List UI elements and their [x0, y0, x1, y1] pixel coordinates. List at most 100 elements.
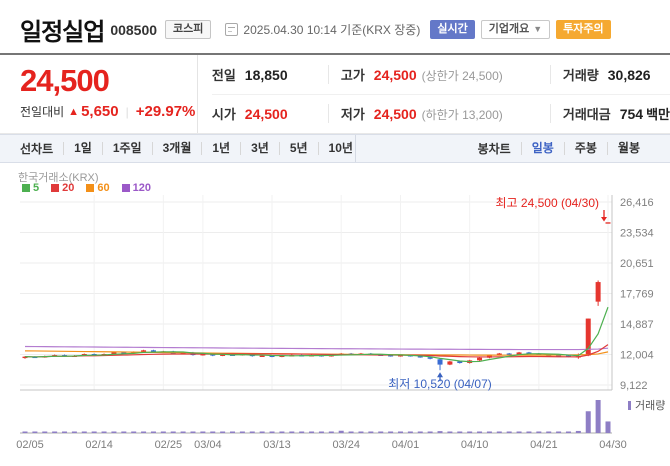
price-info-table: 전일 18,850 고가 24,500 (상한가 24,500) 거래량 30,… — [198, 55, 670, 133]
tab-1년[interactable]: 1년 — [201, 142, 240, 155]
ma-swatch-icon — [121, 184, 130, 192]
low-cell: 저가 24,500 (하한가 13,200) — [327, 104, 550, 124]
svg-text:03/04: 03/04 — [194, 439, 222, 451]
ma-legend-item-120: 120 — [121, 182, 151, 194]
stock-name: 일정실업 — [20, 19, 105, 46]
high-label: 고가 — [340, 67, 365, 83]
moving-average-lines — [24, 306, 609, 363]
tab-월봉[interactable]: 월봉 — [606, 142, 650, 155]
ma-swatch-icon — [22, 184, 30, 192]
candle-chart-group-label: 봉차트 — [477, 142, 511, 156]
svg-text:04/21: 04/21 — [530, 439, 558, 451]
ma-legend-label: 120 — [132, 182, 151, 194]
current-price-box: 24,500 전일대비 ▲ 5,650 | +29.97% — [0, 55, 198, 133]
chart-axes — [20, 195, 613, 434]
trade-value-unit: 백만 — [646, 107, 670, 123]
svg-text:14,887: 14,887 — [620, 319, 654, 331]
tab-3개월[interactable]: 3개월 — [151, 142, 202, 155]
axis-labels: 26,416 23,534 20,651 17,769 14,887 12,004 9,12… — [16, 197, 653, 451]
ma-legend-item-20: 20 — [51, 182, 74, 194]
svg-text:02/05: 02/05 — [16, 439, 44, 451]
tab-3년[interactable]: 3년 — [240, 142, 279, 155]
high-value: 24,500 — [373, 66, 417, 83]
moving-average-legend: 5 20 60 120 — [22, 182, 163, 194]
market-badge-kospi[interactable]: 코스피 — [165, 20, 212, 39]
change-label: 전일대비 — [20, 105, 65, 120]
svg-text:12,004: 12,004 — [620, 350, 654, 362]
upper-limit-note: (상한가 24,500) — [421, 68, 503, 83]
low-label: 저가 — [340, 107, 365, 123]
open-value: 24,500 — [244, 106, 288, 123]
chart-gridlines — [20, 195, 612, 390]
volume-label: 거래량 — [562, 67, 599, 83]
lower-limit-note: (하한가 13,200) — [421, 108, 503, 123]
divider: | — [125, 104, 129, 119]
investment-caution-badge: 투자주의 — [556, 20, 611, 39]
volume-value: 30,826 — [607, 66, 651, 83]
open-label: 시가 — [211, 107, 236, 123]
calendar-clock-icon — [225, 23, 239, 36]
high-cell: 고가 24,500 (상한가 24,500) — [327, 64, 550, 84]
line-chart-tabs: 1일 1주일 3개월 1년 3년 5년 10년 — [63, 135, 363, 162]
tab-1주일[interactable]: 1주일 — [101, 142, 152, 155]
tab-주봉[interactable]: 주봉 — [563, 142, 607, 155]
svg-text:02/25: 02/25 — [155, 439, 183, 451]
line-chart-group-label: 선차트 — [20, 142, 54, 156]
stock-chart: 한국거래소(KRX) 5 20 60 120 최고 24,500 (04/30) 최저 … — [0, 163, 670, 466]
price-summary: 24,500 전일대비 ▲ 5,650 | +29.97% 전일 18,850 … — [0, 55, 670, 134]
tab-1일[interactable]: 1일 — [63, 142, 102, 155]
tab-10년[interactable]: 10년 — [317, 142, 363, 155]
change-value: 5,650 — [81, 103, 119, 121]
svg-text:02/14: 02/14 — [85, 439, 113, 451]
info-row-2: 시가 24,500 저가 24,500 (하한가 13,200) 거래대금 75… — [212, 95, 670, 134]
candle-chart-tab-group: 봉차트 일봉 주봉 월봉 — [478, 135, 650, 162]
ma-legend-item-60: 60 — [86, 182, 110, 194]
ma-legend-label: 60 — [97, 182, 110, 194]
info-row-1: 전일 18,850 고가 24,500 (상한가 24,500) 거래량 30,… — [211, 55, 670, 95]
volume-cell: 거래량 30,826 — [549, 64, 651, 84]
tab-5년[interactable]: 5년 — [278, 142, 318, 155]
stock-code: 008500 — [110, 21, 158, 38]
svg-text:23,534: 23,534 — [620, 227, 654, 239]
volume-bars — [22, 400, 611, 433]
svg-text:17,769: 17,769 — [620, 289, 654, 301]
svg-text:20,651: 20,651 — [620, 258, 654, 270]
ma-swatch-icon — [86, 184, 95, 192]
realtime-badge: 실시간 — [430, 20, 475, 39]
prev-close-label: 전일 — [211, 67, 236, 83]
ma-legend-label: 5 — [33, 182, 40, 194]
ma-legend-item-5: 5 — [22, 182, 39, 194]
trade-value-label: 거래대금 — [562, 107, 611, 123]
ma-swatch-icon — [51, 184, 60, 192]
datetime-note: 2025.04.30 10:14 기준(KRX 장중) — [243, 23, 421, 37]
svg-text:거래량: 거래량 — [635, 399, 665, 412]
price-change-row: 전일대비 ▲ 5,650 | +29.97% — [20, 103, 197, 120]
open-cell: 시가 24,500 — [212, 104, 328, 123]
arrow-up-icon: ▲ — [68, 105, 80, 118]
svg-text:26,416: 26,416 — [620, 197, 654, 209]
svg-text:9,122: 9,122 — [620, 380, 648, 392]
svg-text:04/10: 04/10 — [461, 439, 489, 451]
header-divider — [0, 53, 670, 55]
svg-text:03/13: 03/13 — [263, 439, 291, 451]
header: 일정실업 008500 코스피 2025.04.30 10:14 기준(KRX … — [0, 0, 670, 47]
trade-value-value: 754 — [619, 106, 644, 123]
prev-close-value: 18,850 — [244, 66, 288, 83]
candle-chart-tabs: 일봉 주봉 월봉 — [520, 135, 650, 162]
chart-annotations: 최고 24,500 (04/30) 최저 10,520 (04/07) 거래량 — [388, 196, 665, 412]
company-overview-label: 기업개요 — [488, 23, 530, 35]
svg-text:최저 10,520 (04/07): 최저 10,520 (04/07) — [388, 377, 491, 391]
svg-text:04/30: 04/30 — [599, 439, 627, 451]
company-overview-button[interactable]: 기업개요 ▼ — [480, 20, 551, 39]
line-chart-tab-group: 선차트 1일 1주일 3개월 1년 3년 5년 10년 — [20, 135, 363, 162]
svg-text:03/24: 03/24 — [332, 439, 360, 451]
chart-source-label: 한국거래소(KRX) — [18, 172, 99, 184]
svg-text:최고 24,500 (04/30): 최고 24,500 (04/30) — [496, 196, 599, 210]
chart-period-tabs: 선차트 1일 1주일 3개월 1년 3년 5년 10년 봉차트 일봉 주봉 월봉 — [0, 134, 670, 163]
tab-일봉[interactable]: 일봉 — [520, 142, 564, 155]
candlestick-chart-canvas: 최고 24,500 (04/30) 최저 10,520 (04/07) 거래량 26… — [16, 195, 665, 451]
title-row: 일정실업 008500 코스피 2025.04.30 10:14 기준(KRX … — [20, 12, 658, 47]
prev-close-cell: 전일 18,850 — [212, 65, 328, 84]
svg-text:04/01: 04/01 — [392, 439, 420, 451]
